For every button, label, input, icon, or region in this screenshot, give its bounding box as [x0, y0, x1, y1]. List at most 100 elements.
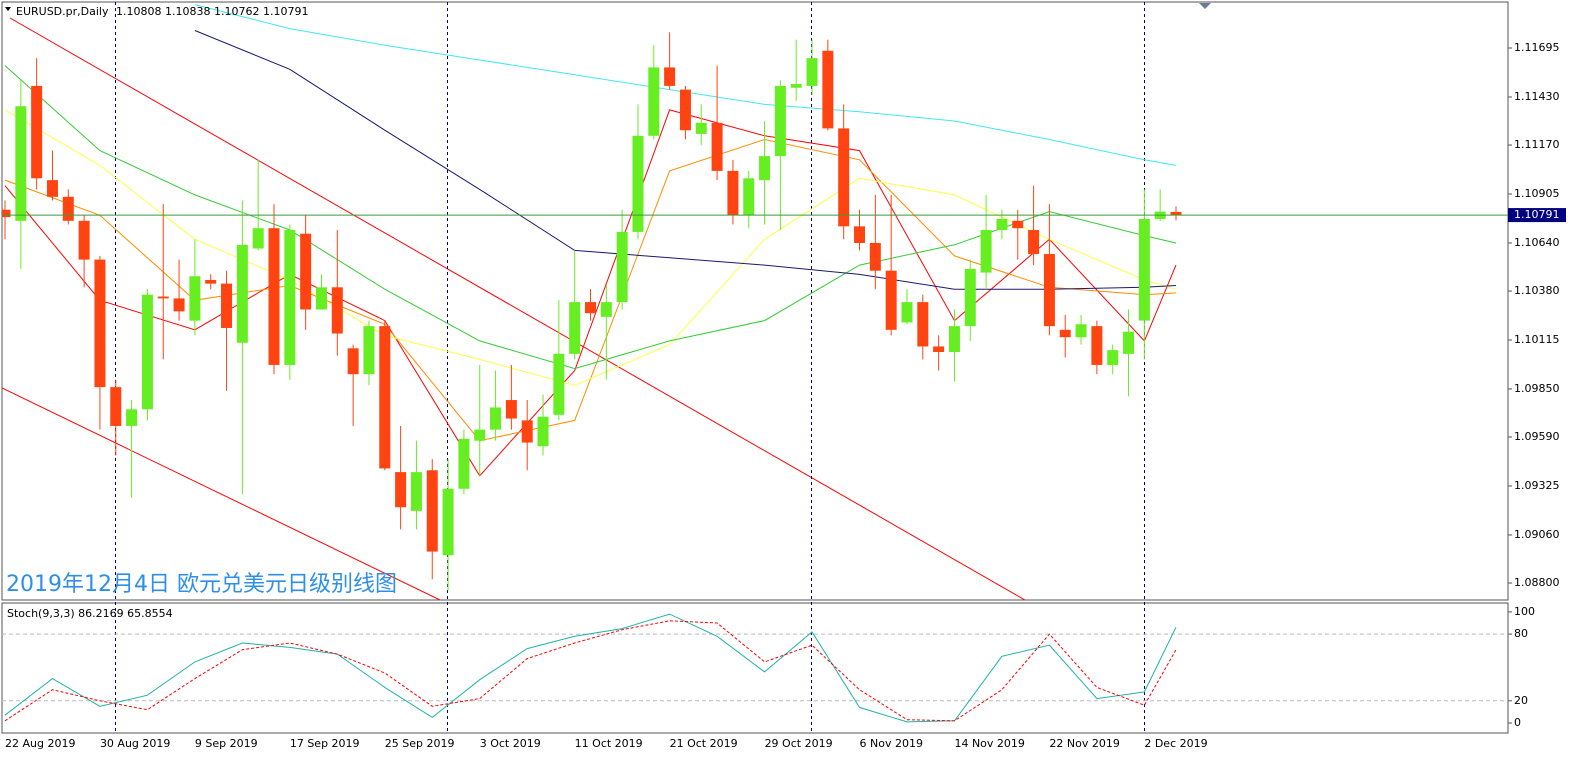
stoch-line — [4, 613, 1177, 723]
stoch-line — [4, 620, 1177, 722]
candle-body — [173, 298, 185, 312]
candle-body — [901, 302, 913, 323]
candle-body — [252, 228, 264, 249]
candle-body — [948, 326, 960, 353]
candle-body — [78, 220, 90, 260]
candle-body — [268, 228, 280, 365]
candle-body — [205, 279, 217, 284]
candle-body — [474, 429, 486, 441]
candle-body — [458, 438, 470, 489]
x-tick-label: 11 Oct 2019 — [575, 737, 643, 750]
candle-body — [141, 294, 153, 410]
y-tick-label: 1.10380 — [1514, 284, 1560, 297]
channel-line — [2, 387, 441, 600]
candle-body — [236, 244, 248, 343]
candle-body — [822, 50, 834, 129]
candle-body — [490, 407, 502, 430]
y-tick-label: 1.08800 — [1514, 576, 1560, 589]
x-tick-label: 21 Oct 2019 — [670, 737, 738, 750]
period-separators — [115, 2, 1145, 733]
candle-body — [743, 178, 755, 216]
candle-body — [632, 135, 644, 232]
y-tick-label: 1.09060 — [1514, 528, 1560, 541]
candle-body — [569, 302, 581, 354]
candle-body — [157, 296, 169, 299]
candle-body — [964, 268, 976, 327]
candle-body — [110, 387, 122, 426]
x-tick-label: 2 Dec 2019 — [1144, 737, 1207, 750]
candle-body — [315, 287, 327, 310]
candle-body — [331, 287, 343, 334]
candle-body — [442, 488, 454, 556]
ohlc-high: 1.10838 — [165, 5, 211, 18]
candle-body — [679, 89, 691, 131]
candle-body — [648, 67, 660, 136]
candle-body — [1059, 329, 1071, 338]
y-tick-label: 1.11695 — [1514, 41, 1560, 54]
axis-layer: 1.11695 1.11430 1.11170 1.10905 1.10640 1.103… — [5, 41, 1566, 750]
shift-marker — [1199, 3, 1211, 9]
y-tick-label: 100 — [1514, 605, 1535, 618]
stoch-title: Stoch(9,3,3) — [7, 607, 75, 620]
candle-body — [379, 326, 391, 469]
x-tick-label: 3 Oct 2019 — [480, 737, 541, 750]
candle-body — [1107, 350, 1119, 365]
candle-body — [505, 400, 517, 419]
stoch-d-value: 65.8554 — [127, 607, 173, 620]
candle-body — [711, 122, 723, 171]
ohlc-open: 1.10808 — [116, 5, 162, 18]
y-tick-label: 1.11430 — [1514, 90, 1560, 103]
candle-body — [917, 302, 929, 347]
candle-body — [616, 231, 628, 303]
x-tick-label: 17 Sep 2019 — [290, 737, 360, 750]
candle-body — [395, 472, 407, 508]
candle-body — [300, 233, 312, 310]
candle-body — [1012, 220, 1024, 229]
candle-body — [62, 196, 74, 221]
y-tick-label: 20 — [1514, 694, 1528, 707]
x-tick-label: 25 Sep 2019 — [385, 737, 455, 750]
candle-body — [410, 472, 422, 511]
candle-body — [1123, 331, 1135, 354]
annotation: 2019年12月4日 欧元兑美元日级别线图 — [6, 572, 397, 597]
y-tick-label: 80 — [1514, 627, 1528, 640]
stoch-layer — [2, 613, 1508, 723]
ohlc-low: 1.10762 — [214, 5, 260, 18]
candle-body — [585, 302, 596, 314]
ohlc-close: 1.10791 — [263, 5, 309, 18]
candle-body — [2, 209, 11, 218]
y-tick-label: 1.11170 — [1514, 138, 1560, 151]
candle-body — [854, 226, 866, 243]
stoch-header: Stoch(9,3,3) 86.2169 65.8554 — [7, 607, 173, 620]
candle-body — [31, 85, 43, 179]
last-price-label: 1.10791 — [1514, 208, 1560, 221]
menu-marker — [5, 7, 11, 11]
symbol-header: EURUSD.pr,Daily 1.10808 1.10838 1.10762 … — [16, 5, 308, 18]
channel-line — [9, 17, 1026, 600]
main-panel — [1, 1, 1509, 601]
moving-average — [194, 30, 1177, 290]
candle-body — [759, 156, 771, 181]
candle-body — [94, 259, 106, 388]
trend-channel — [2, 17, 1026, 600]
candle-body — [1075, 324, 1087, 338]
x-tick-label: 9 Sep 2019 — [195, 737, 258, 750]
candle-body — [996, 218, 1008, 231]
candle-body — [15, 106, 27, 221]
candle-body — [774, 85, 786, 157]
x-tick-label: 22 Nov 2019 — [1049, 737, 1119, 750]
y-tick-label: 1.09590 — [1514, 430, 1560, 443]
candle-body — [806, 58, 818, 86]
y-tick-label: 1.10115 — [1514, 333, 1560, 346]
candle-body — [869, 242, 881, 271]
candle-body — [363, 326, 375, 375]
y-tick-label: 1.09325 — [1514, 479, 1560, 492]
candle-body — [600, 302, 612, 317]
y-tick-label: 1.10905 — [1514, 187, 1560, 200]
candle-body — [521, 420, 533, 443]
candle-body — [284, 230, 296, 365]
candle-body — [933, 346, 945, 353]
x-tick-label: 22 Aug 2019 — [5, 737, 75, 750]
candle-body — [1043, 254, 1055, 327]
x-tick-label: 14 Nov 2019 — [954, 737, 1024, 750]
